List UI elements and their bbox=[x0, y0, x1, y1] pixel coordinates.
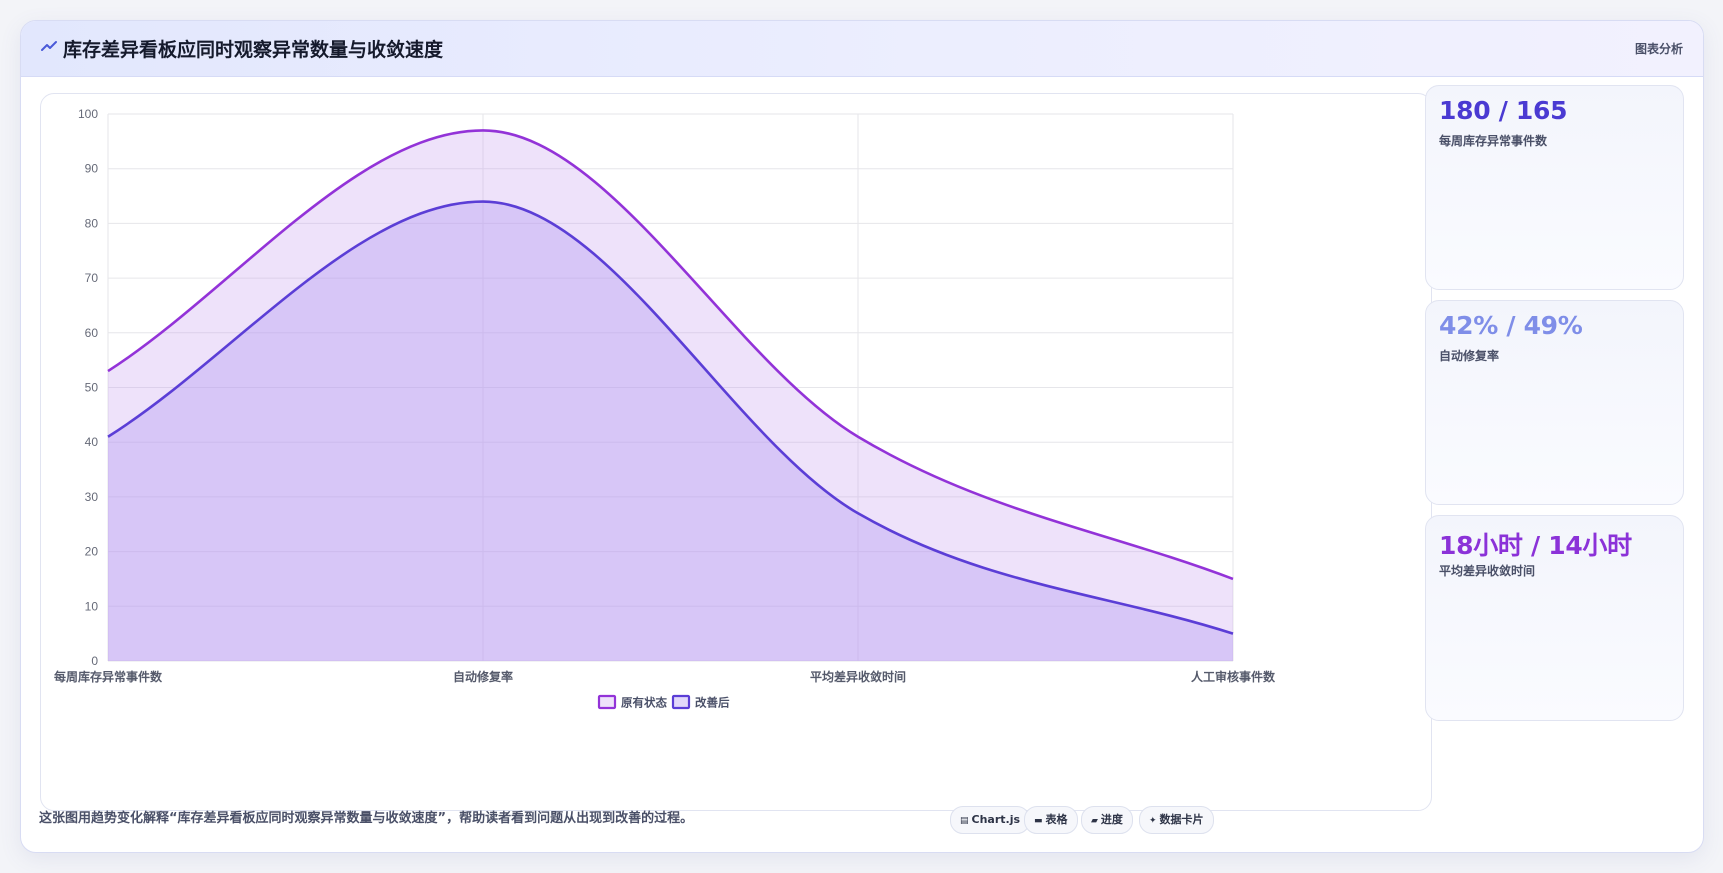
y-tick-label: 30 bbox=[85, 490, 99, 504]
y-tick-label: 10 bbox=[85, 599, 99, 613]
y-tick-label: 90 bbox=[85, 162, 99, 176]
stat-value: 180 / 165 bbox=[1439, 96, 1568, 125]
x-tick-label: 人工审核事件数 bbox=[1191, 669, 1276, 684]
series-line-2 bbox=[107, 200, 1234, 635]
x-tick-label: 平均差异收敛时间 bbox=[810, 669, 906, 684]
stat-label: 平均差异收敛时间 bbox=[1439, 564, 1536, 578]
y-tick-label: 60 bbox=[85, 326, 99, 340]
y-tick-label: 70 bbox=[85, 271, 99, 285]
page-title: 库存差异看板应同时观察异常数量与收敛速度 bbox=[63, 39, 444, 61]
series-area-2 bbox=[108, 201, 1233, 661]
series-line-1 bbox=[107, 129, 1234, 581]
stat-card-weekly-events: 180 / 165 每周库存异常事件数 bbox=[1425, 85, 1684, 290]
chart-description: 这张图用趋势变化解释“库存差异看板应同时观察异常数量与收敛速度”，帮助读者看到问… bbox=[39, 811, 694, 826]
chart-icon: ▤ bbox=[960, 816, 969, 826]
tag-label: Chart.js bbox=[971, 813, 1021, 826]
series-area-1 bbox=[108, 130, 1233, 662]
series-layer bbox=[107, 129, 1234, 662]
tag-table[interactable]: ▬ 表格 bbox=[1024, 806, 1078, 834]
trend-icon bbox=[41, 41, 57, 51]
tag-label: 表格 bbox=[1045, 813, 1068, 826]
y-tick-label: 80 bbox=[85, 216, 99, 230]
grid-lines bbox=[107, 113, 1234, 662]
axis-labels: 0 10 20 30 40 50 60 70 80 90 100 每周库存异常事件数 自动修复率 平均差异… bbox=[54, 107, 1276, 684]
tag-label: 数据卡片 bbox=[1159, 813, 1204, 826]
card-header: 库存差异看板应同时观察异常数量与收敛速度 图表分析 bbox=[21, 21, 1703, 77]
chart-panel: 0 10 20 30 40 50 60 70 80 90 100 每周库存异常事件数 自动修复率 平均差异… bbox=[40, 93, 1432, 811]
stat-card-auto-repair-rate: 42% / 49% 自动修复率 bbox=[1425, 300, 1684, 505]
data-card-icon: ✦ bbox=[1149, 816, 1157, 826]
tag-progress[interactable]: ▰ 进度 bbox=[1081, 806, 1133, 834]
legend-label: 原有状态 bbox=[621, 696, 667, 710]
tag-data-card[interactable]: ✦ 数据卡片 bbox=[1139, 806, 1214, 834]
legend-swatch bbox=[671, 694, 691, 710]
y-tick-label: 100 bbox=[78, 107, 98, 121]
stat-card-convergence-time: 18小时 / 14小时 平均差异收敛时间 bbox=[1425, 515, 1684, 721]
progress-icon: ▰ bbox=[1091, 816, 1098, 826]
tag-chartjs[interactable]: ▤ Chart.js bbox=[950, 806, 1031, 834]
chart-analysis-label: 图表分析 bbox=[1634, 42, 1683, 56]
y-tick-label: 40 bbox=[85, 435, 99, 449]
stat-value: 18小时 / 14小时 bbox=[1439, 531, 1632, 560]
stat-value: 42% / 49% bbox=[1439, 311, 1583, 340]
tag-label: 进度 bbox=[1100, 813, 1123, 826]
x-tick-label: 自动修复率 bbox=[453, 669, 513, 684]
legend-label: 改善后 bbox=[695, 696, 730, 710]
chart-legend: 原有状态 改善后 bbox=[597, 694, 730, 710]
y-tick-label: 50 bbox=[85, 381, 99, 395]
area-chart: 0 10 20 30 40 50 60 70 80 90 100 每周库存异常事件数 自动修复率 平均差异… bbox=[54, 107, 1276, 710]
stat-label: 每周库存异常事件数 bbox=[1439, 134, 1548, 148]
x-tick-label: 每周库存异常事件数 bbox=[54, 669, 163, 684]
stat-label: 自动修复率 bbox=[1439, 349, 1500, 363]
legend-swatch bbox=[597, 694, 617, 710]
chart-card: 库存差异看板应同时观察异常数量与收敛速度 图表分析 0 10 20 30 40 50 60 7… bbox=[20, 20, 1704, 853]
y-tick-label: 20 bbox=[85, 545, 99, 559]
table-icon: ▬ bbox=[1034, 816, 1043, 826]
y-tick-label: 0 bbox=[91, 654, 98, 668]
